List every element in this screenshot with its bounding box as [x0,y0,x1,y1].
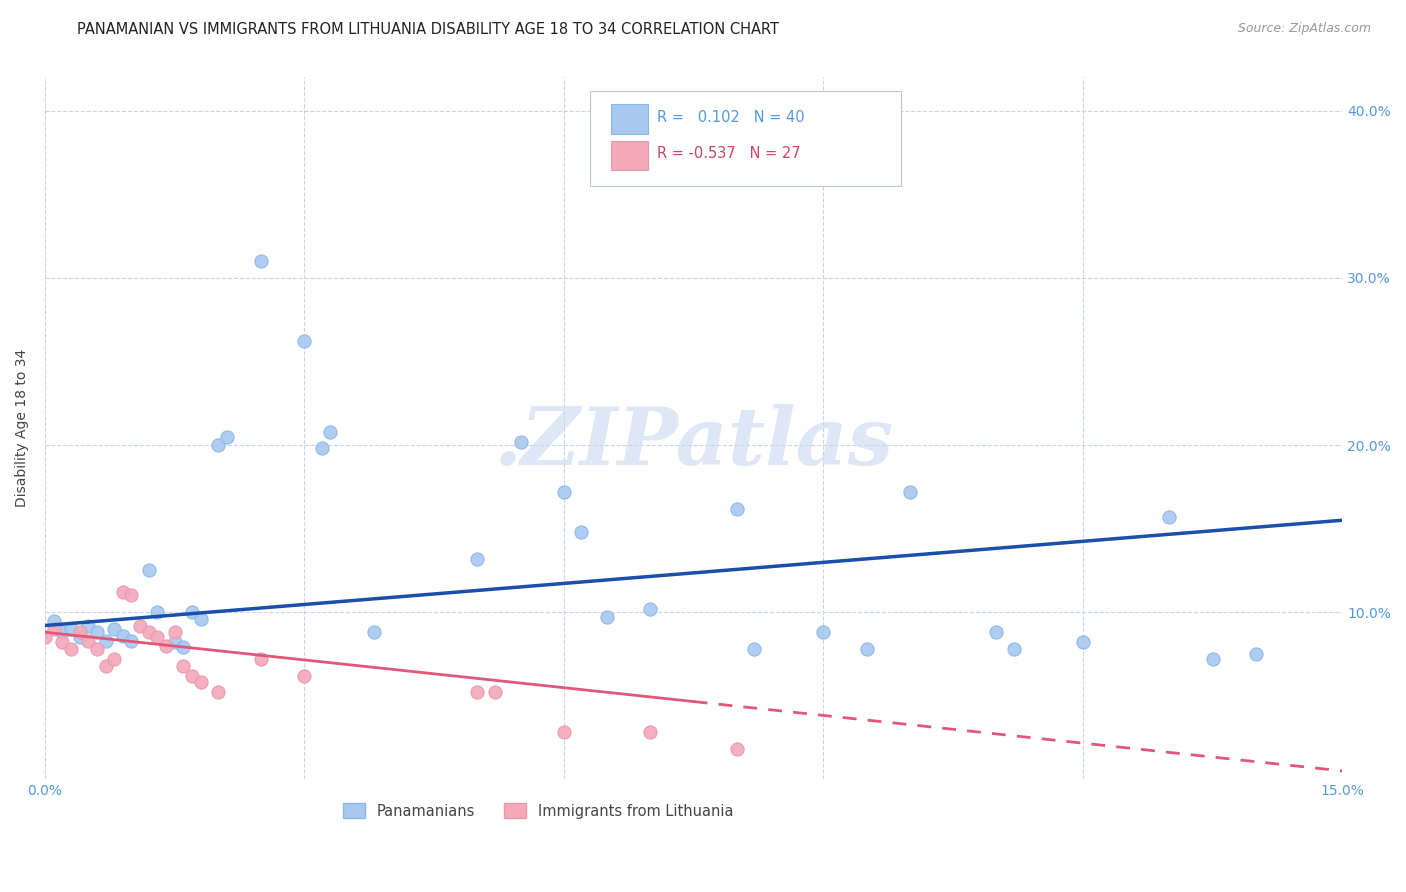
Point [181,605,204,619]
Point [51,635,73,649]
Point [42,614,65,628]
Point [509,434,531,449]
Point [813,625,835,640]
Point [120,633,142,648]
Point [120,589,142,603]
Point [742,641,765,656]
Point [725,742,748,756]
Point [569,524,592,539]
Point [190,612,212,626]
Point [138,625,160,640]
FancyBboxPatch shape [591,92,901,186]
Point [596,610,619,624]
Point [1244,647,1267,661]
Point [207,685,229,699]
Point [172,640,194,655]
Point [294,334,316,349]
Point [1002,641,1025,656]
Point [250,254,273,268]
Point [59,622,82,636]
Point [77,618,100,632]
Point [111,629,134,643]
Point [146,630,169,644]
Point [467,551,489,566]
Point [42,622,65,636]
Point [111,585,134,599]
Point [163,635,186,649]
Point [86,641,108,656]
Point [59,641,82,656]
Point [190,675,212,690]
Point [207,438,229,452]
Point [103,622,125,636]
Point [467,685,489,699]
Text: Source: ZipAtlas.com: Source: ZipAtlas.com [1237,22,1371,36]
Point [138,563,160,577]
Point [640,602,662,616]
Point [640,725,662,739]
Point [103,652,125,666]
Point [86,625,108,640]
Point [94,658,117,673]
Text: PANAMANIAN VS IMMIGRANTS FROM LITHUANIA DISABILITY AGE 18 TO 34 CORRELATION CHAR: PANAMANIAN VS IMMIGRANTS FROM LITHUANIA … [77,22,779,37]
Point [172,658,194,673]
Point [181,668,204,682]
FancyBboxPatch shape [610,141,648,170]
Point [1071,635,1094,649]
Point [553,725,575,739]
Point [898,484,921,499]
Text: R = -0.537   N = 27: R = -0.537 N = 27 [657,146,801,161]
Point [34,630,56,644]
Point [129,618,152,632]
Point [294,668,316,682]
Point [725,501,748,516]
Point [51,625,73,640]
Y-axis label: Disability Age 18 to 34: Disability Age 18 to 34 [15,350,30,508]
Text: R =   0.102   N = 40: R = 0.102 N = 40 [657,110,804,125]
Point [215,430,238,444]
Point [319,425,342,439]
Point [484,685,506,699]
Point [986,625,1008,640]
Point [146,605,169,619]
Point [363,625,385,640]
Point [77,633,100,648]
Point [553,484,575,499]
Text: .ZIPatlas: .ZIPatlas [494,404,894,481]
Point [163,625,186,640]
Point [250,652,273,666]
Point [1159,509,1181,524]
Point [69,630,91,644]
Point [311,442,333,456]
Point [94,633,117,648]
Point [855,641,877,656]
Point [1201,652,1223,666]
FancyBboxPatch shape [610,104,648,134]
Legend: Panamanians, Immigrants from Lithuania: Panamanians, Immigrants from Lithuania [337,797,738,824]
Point [155,639,177,653]
Point [69,625,91,640]
